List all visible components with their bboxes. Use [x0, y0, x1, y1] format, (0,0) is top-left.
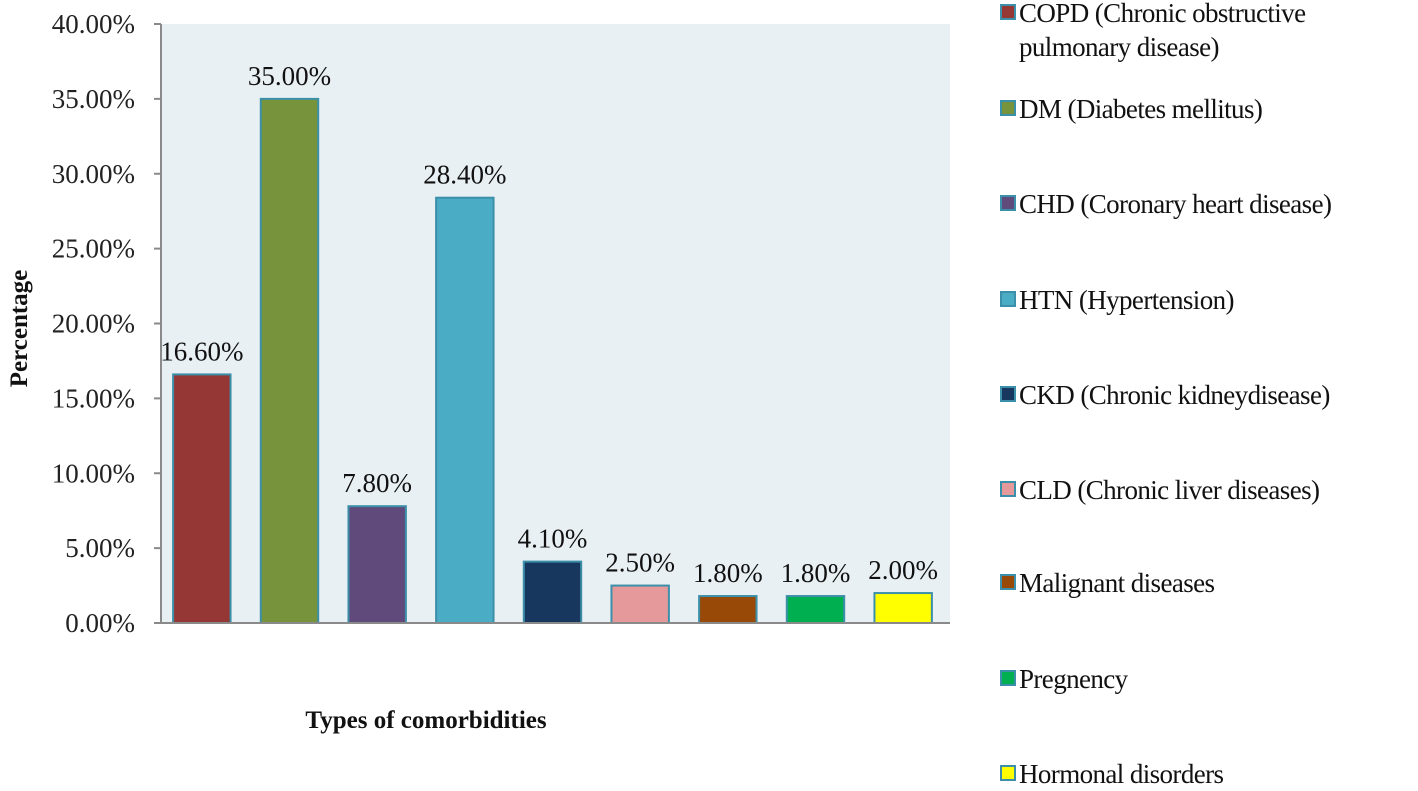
- data-label: 2.00%: [868, 555, 938, 585]
- legend-swatch: [1000, 100, 1016, 116]
- y-tick-label: 25.00%: [52, 234, 135, 264]
- bar: [873, 592, 933, 624]
- legend-swatch: [1000, 291, 1016, 307]
- legend-label: Pregnency: [1019, 664, 1128, 694]
- bars: [172, 97, 933, 625]
- data-label: 1.80%: [693, 558, 763, 588]
- legend-label: HTN (Hypertension): [1019, 285, 1234, 315]
- y-tick-label: 40.00%: [52, 9, 135, 39]
- y-tick-label: 30.00%: [52, 159, 135, 189]
- legend-swatch: [1000, 481, 1016, 497]
- x-axis-title: Types of comorbidities: [305, 707, 546, 734]
- legend-swatch: [1000, 386, 1016, 402]
- y-tick-label: 15.00%: [52, 383, 135, 413]
- legend-label: DM (Diabetes mellitus): [1019, 94, 1263, 124]
- y-axis-title: Percentage: [6, 270, 33, 388]
- legend-swatch: [1000, 4, 1016, 20]
- data-label: 2.50%: [605, 548, 675, 578]
- data-label: 16.60%: [160, 336, 243, 366]
- legend-swatch: [1000, 670, 1016, 686]
- bar: [522, 560, 583, 624]
- y-tick-labels: 0.00% 5.00% 10.00% 15.00% 20.00% 25.00% 30.00%…: [52, 9, 135, 638]
- legend-label: CLD (Chronic liver diseases): [1019, 475, 1320, 505]
- bar: [610, 584, 670, 624]
- data-label: 4.10%: [518, 524, 588, 554]
- legend-label: Hormonal disorders: [1019, 759, 1224, 789]
- legend-item: HTN (Hypertension): [1000, 283, 1414, 317]
- bar: [785, 595, 846, 624]
- y-tick-label: 10.00%: [52, 458, 135, 488]
- legend-item: COPD (Chronic obstructive pulmonary dise…: [1000, 0, 1379, 64]
- legend-item: DM (Diabetes mellitus): [1000, 92, 1414, 126]
- bar: [698, 595, 758, 624]
- bar: [172, 373, 232, 625]
- legend-item: Pregnency: [1000, 662, 1414, 696]
- legend-swatch: [1000, 765, 1016, 781]
- legend-item: CHD (Coronary heart disease): [1000, 187, 1414, 221]
- data-label: 7.80%: [342, 468, 412, 498]
- legend-label: CHD (Coronary heart disease): [1019, 189, 1332, 219]
- bar: [347, 505, 407, 625]
- bar: [259, 97, 320, 624]
- y-tick-label: 35.00%: [52, 84, 135, 114]
- data-label: 1.80%: [781, 558, 851, 588]
- y-axis: [154, 23, 162, 624]
- legend-item: CLD (Chronic liver diseases): [1000, 473, 1414, 507]
- y-tick-label: 0.00%: [65, 608, 135, 638]
- data-labels: 16.60% 35.00% 7.80% 28.40% 4.10% 2.50% 1.80% 1.…: [160, 61, 938, 588]
- y-tick-label: 20.00%: [52, 309, 135, 339]
- legend: COPD (Chronic obstructive pulmonary dise…: [1000, 0, 1418, 789]
- bar-chart: 0.00% 5.00% 10.00% 15.00% 20.00% 25.00% 30.00%…: [6, 9, 950, 734]
- legend-item: Hormonal disorders: [1000, 757, 1414, 791]
- bar: [435, 196, 495, 625]
- legend-label: CKD (Chronic kidneydisease): [1019, 380, 1330, 410]
- legend-swatch: [1000, 574, 1016, 590]
- data-label: 28.40%: [423, 160, 506, 190]
- legend-swatch: [1000, 195, 1016, 211]
- y-tick-label: 5.00%: [65, 533, 135, 563]
- legend-item: Malignant diseases: [1000, 566, 1414, 600]
- legend-label: COPD (Chronic obstructive pulmonary dise…: [1019, 0, 1306, 62]
- legend-label: Malignant diseases: [1019, 568, 1215, 598]
- legend-item: CKD (Chronic kidneydisease): [1000, 378, 1414, 412]
- data-label: 35.00%: [248, 61, 331, 91]
